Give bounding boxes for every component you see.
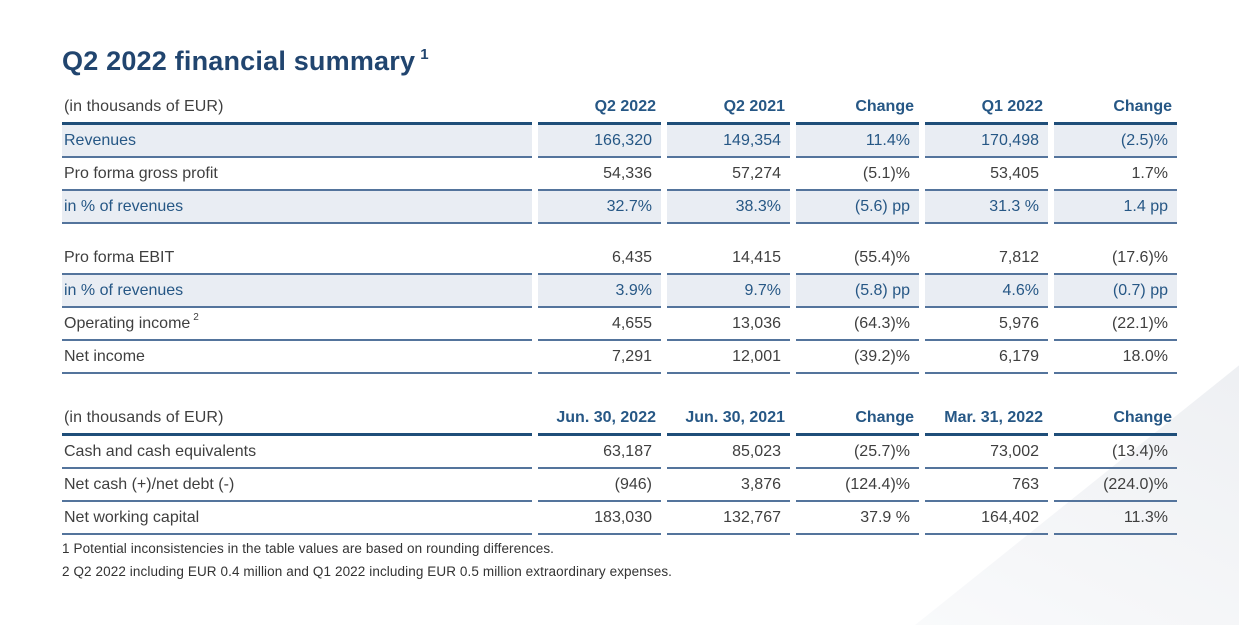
footnote-1: 1 Potential inconsistencies in the table…: [62, 541, 555, 556]
cell-value: (2.5)%: [1054, 125, 1177, 158]
cell-value: (39.2)%: [796, 341, 919, 374]
row-label: in % of revenues: [62, 275, 532, 308]
income-table-column-header: Q2 2022: [538, 92, 661, 125]
cell-value: (64.3)%: [796, 308, 919, 341]
cell-value: 3,876: [667, 469, 790, 502]
cell-value: (5.6) pp: [796, 191, 919, 224]
cell-value: 38.3%: [667, 191, 790, 224]
income-table-unit-label: (in thousands of EUR): [62, 92, 532, 125]
cell-value: (946): [538, 469, 661, 502]
cell-value: 7,291: [538, 341, 661, 374]
row-label: Net working capital: [62, 502, 532, 535]
row-label: Cash and cash equivalents: [62, 436, 532, 469]
cell-value: 4.6%: [925, 275, 1048, 308]
balance-table-column-header: Change: [1054, 403, 1177, 436]
cell-value: 132,767: [667, 502, 790, 535]
cell-value: 7,812: [925, 242, 1048, 275]
cell-value: 13,036: [667, 308, 790, 341]
cell-value: (13.4)%: [1054, 436, 1177, 469]
cell-value: (55.4)%: [796, 242, 919, 275]
cell-value: 183,030: [538, 502, 661, 535]
cell-value: 6,179: [925, 341, 1048, 374]
row-label: Operating income 2: [62, 308, 532, 341]
row-label: Revenues: [62, 125, 532, 158]
balance-table-column-header: Jun. 30, 2021: [667, 403, 790, 436]
income-table-column-header: Q1 2022: [925, 92, 1048, 125]
cell-value: (5.1)%: [796, 158, 919, 191]
balance-table-column-header: Change: [796, 403, 919, 436]
cell-value: 57,274: [667, 158, 790, 191]
balance-sheet-table: (in thousands of EUR) Jun. 30, 2022 Jun.…: [62, 403, 1177, 535]
cell-value: (124.4)%: [796, 469, 919, 502]
cell-value: (224.0)%: [1054, 469, 1177, 502]
cell-value: 5,976: [925, 308, 1048, 341]
row-label: Net cash (+)/net debt (-): [62, 469, 532, 502]
cell-value: 11.4%: [796, 125, 919, 158]
cell-value: 12,001: [667, 341, 790, 374]
row-label: Net income: [62, 341, 532, 374]
page-title: Q2 2022 financial summary 1: [62, 46, 429, 77]
income-table-column-header: Q2 2021: [667, 92, 790, 125]
cell-value: 1.4 pp: [1054, 191, 1177, 224]
footnote-ref: 2: [193, 312, 199, 323]
cell-value: 37.9 %: [796, 502, 919, 535]
cell-value: 164,402: [925, 502, 1048, 535]
cell-value: 9.7%: [667, 275, 790, 308]
cell-value: (0.7) pp: [1054, 275, 1177, 308]
footnote-2: 2 Q2 2022 including EUR 0.4 million and …: [62, 564, 673, 579]
row-label: in % of revenues: [62, 191, 532, 224]
cell-value: 166,320: [538, 125, 661, 158]
balance-table-unit-label: (in thousands of EUR): [62, 403, 532, 436]
cell-value: 11.3%: [1054, 502, 1177, 535]
balance-table-column-header: Mar. 31, 2022: [925, 403, 1048, 436]
cell-value: (17.6)%: [1054, 242, 1177, 275]
table-spacer: [62, 224, 1177, 242]
income-table-column-header: Change: [796, 92, 919, 125]
balance-table-column-header: Jun. 30, 2022: [538, 403, 661, 436]
page-title-text: Q2 2022 financial summary: [62, 46, 416, 77]
cell-value: 73,002: [925, 436, 1048, 469]
cell-value: 32.7%: [538, 191, 661, 224]
cell-value: 63,187: [538, 436, 661, 469]
income-statement-table: (in thousands of EUR) Q2 2022 Q2 2021 Ch…: [62, 92, 1177, 374]
cell-value: 149,354: [667, 125, 790, 158]
cell-value: (22.1)%: [1054, 308, 1177, 341]
cell-value: (25.7)%: [796, 436, 919, 469]
cell-value: 14,415: [667, 242, 790, 275]
title-footnote-ref: 1: [420, 46, 429, 64]
row-label: Pro forma gross profit: [62, 158, 532, 191]
cell-value: 4,655: [538, 308, 661, 341]
cell-value: (5.8) pp: [796, 275, 919, 308]
cell-value: 85,023: [667, 436, 790, 469]
cell-value: 53,405: [925, 158, 1048, 191]
footnotes: 1 Potential inconsistencies in the table…: [62, 541, 672, 587]
cell-value: 18.0%: [1054, 341, 1177, 374]
income-table-column-header: Change: [1054, 92, 1177, 125]
cell-value: 763: [925, 469, 1048, 502]
cell-value: 6,435: [538, 242, 661, 275]
cell-value: 170,498: [925, 125, 1048, 158]
cell-value: 3.9%: [538, 275, 661, 308]
row-label: Pro forma EBIT: [62, 242, 532, 275]
cell-value: 1.7%: [1054, 158, 1177, 191]
cell-value: 31.3 %: [925, 191, 1048, 224]
cell-value: 54,336: [538, 158, 661, 191]
